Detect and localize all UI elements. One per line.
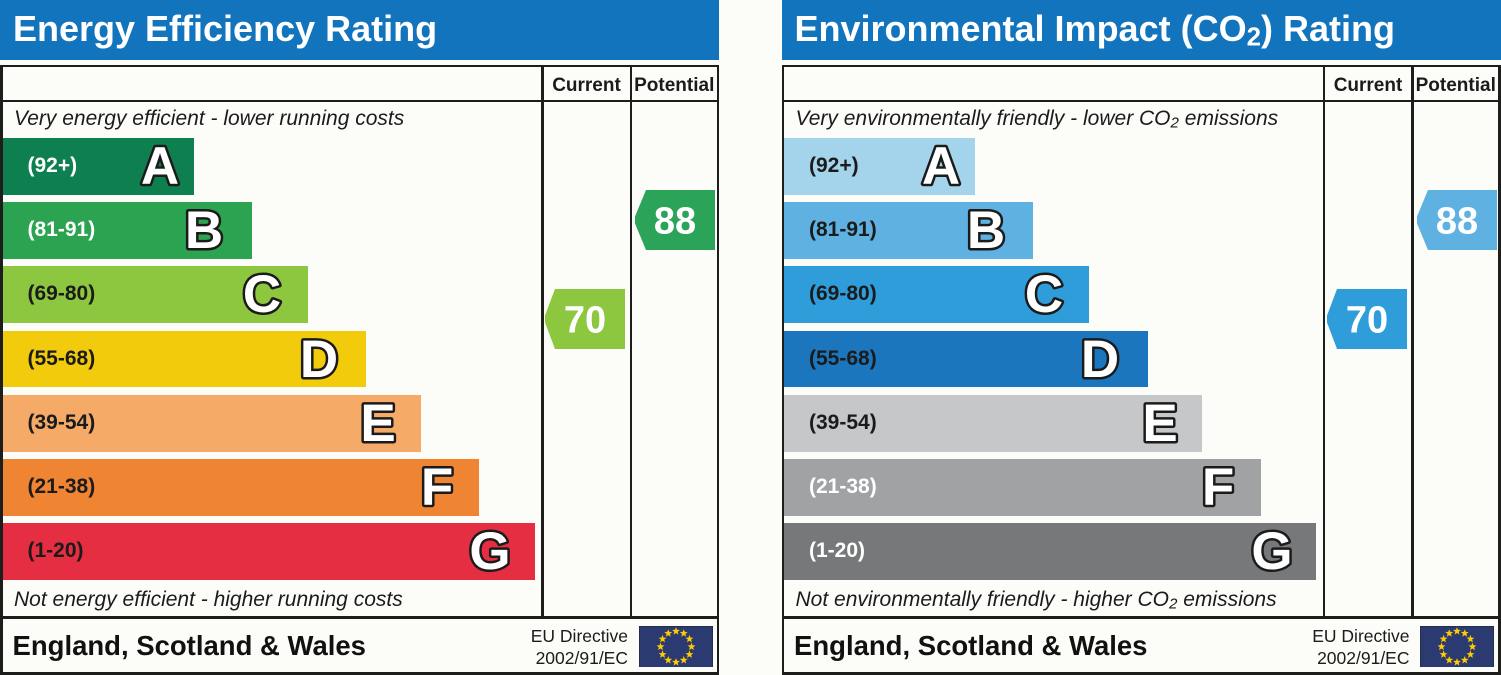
svg-text:B: B — [185, 202, 223, 259]
svg-text:A: A — [140, 138, 178, 195]
svg-text:88: 88 — [654, 201, 696, 243]
svg-text:G: G — [469, 523, 510, 580]
svg-text:D: D — [1081, 331, 1119, 388]
svg-text:70: 70 — [1345, 300, 1387, 342]
svg-text:G: G — [1251, 523, 1292, 580]
svg-text:E: E — [1142, 395, 1177, 452]
svg-text:F: F — [1202, 459, 1234, 516]
svg-text:C: C — [1024, 266, 1062, 323]
svg-text:70: 70 — [564, 300, 606, 342]
svg-text:A: A — [922, 138, 960, 195]
svg-text:F: F — [420, 459, 452, 516]
svg-text:D: D — [299, 331, 337, 388]
svg-text:C: C — [243, 266, 281, 323]
svg-text:B: B — [966, 202, 1004, 259]
svg-text:E: E — [360, 395, 395, 452]
svg-text:88: 88 — [1435, 201, 1477, 243]
